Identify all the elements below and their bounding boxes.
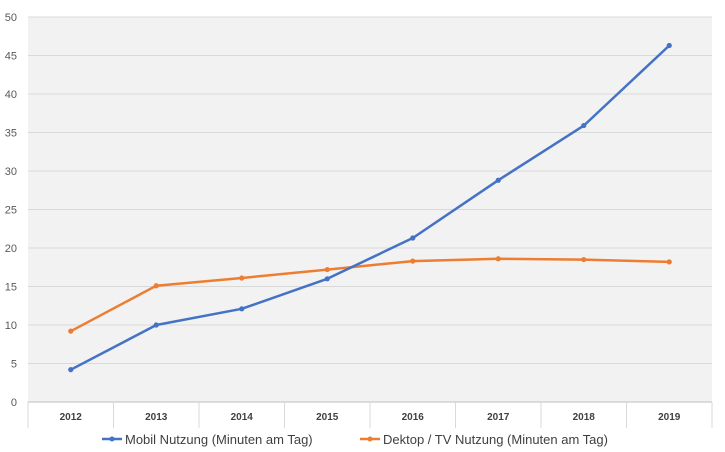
y-tick-label-35: 35 (5, 128, 17, 140)
x-tick-label-2013: 2013 (145, 412, 168, 423)
x-tick-label-2014: 2014 (231, 412, 254, 423)
data-point-desktop-2016 (410, 258, 416, 264)
data-point-mobil-2019 (666, 42, 672, 49)
y-tick-label-20: 20 (5, 243, 17, 255)
data-point-mobil-2012 (68, 367, 74, 373)
series-lines (68, 42, 672, 373)
y-tick-label-30: 30 (5, 166, 17, 178)
y-tick-label-5: 5 (11, 359, 17, 371)
x-tick-label-2019: 2019 (658, 412, 681, 423)
legend-label-desktop: Dektop / TV Nutzung (Minuten am Tag) (383, 432, 608, 447)
data-point-mobil-2016 (410, 235, 416, 241)
y-tick-label-15: 15 (5, 282, 17, 294)
legend-marker-mobil (109, 436, 115, 442)
legend-marker-desktop (367, 436, 373, 442)
y-tick-label-40: 40 (5, 89, 17, 101)
data-point-mobil-2017 (495, 177, 501, 183)
y-axis-tick-labels: 0 5 10 15 20 25 30 35 40 45 50 (5, 12, 17, 409)
x-tick-label-2016: 2016 (402, 412, 425, 423)
y-tick-label-0: 0 (11, 397, 17, 409)
legend-entry-mobil: Mobil Nutzung (Minuten am Tag) (102, 432, 313, 447)
series-line-desktop (69, 257, 671, 333)
data-point-mobil-2015 (324, 276, 330, 282)
legend-label-mobil: Mobil Nutzung (Minuten am Tag) (125, 432, 313, 447)
data-point-desktop-2015 (324, 266, 330, 273)
legend-entry-desktop: Dektop / TV Nutzung (Minuten am Tag) (360, 432, 608, 447)
data-point-desktop-2013 (153, 283, 159, 289)
legend: Mobil Nutzung (Minuten am Tag) Dektop / … (102, 432, 608, 447)
data-point-desktop-2014 (239, 275, 245, 281)
data-point-desktop-2012 (68, 328, 74, 334)
y-tick-label-10: 10 (5, 320, 17, 332)
x-tick-label-2012: 2012 (60, 412, 83, 423)
data-point-mobil-2013 (153, 322, 159, 328)
x-tick-label-2018: 2018 (573, 412, 596, 423)
data-point-desktop-2019 (666, 259, 672, 265)
data-point-desktop-2017 (495, 256, 501, 262)
data-point-desktop-2018 (581, 256, 587, 263)
y-tick-label-45: 45 (5, 51, 17, 63)
data-point-mobil-2014 (239, 306, 245, 312)
x-tick-label-2017: 2017 (487, 412, 510, 423)
y-tick-label-50: 50 (5, 12, 17, 24)
x-category-separators (27, 402, 713, 428)
series-line-mobil (69, 44, 671, 371)
gridlines (28, 16, 712, 403)
x-tick-label-2015: 2015 (316, 412, 339, 423)
y-tick-label-25: 25 (5, 205, 17, 217)
data-point-mobil-2018 (581, 122, 587, 129)
x-axis-tick-labels: 2012 2013 2014 2015 2016 2017 2018 2019 (60, 412, 681, 423)
